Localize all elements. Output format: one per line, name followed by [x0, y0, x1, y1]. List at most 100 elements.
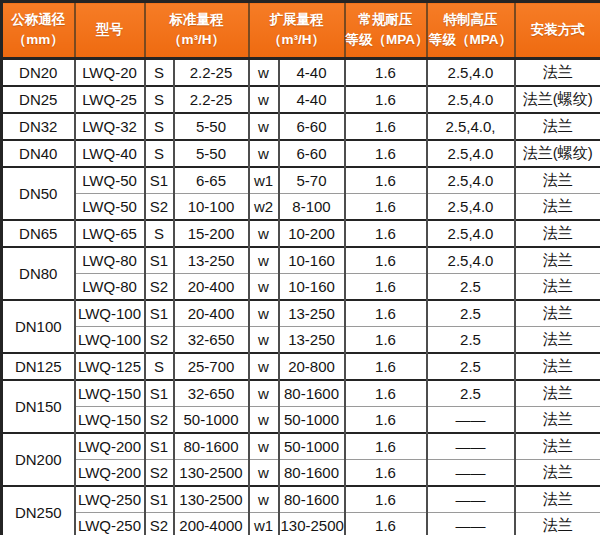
table-row: DN200LWQ-200S180-1600w50-10001.6——法兰 — [2, 433, 600, 460]
installation-cell: 法兰 — [515, 220, 600, 247]
model-cell: LWQ-40 — [75, 140, 145, 167]
extended-range-cell: 130-2500 — [279, 513, 345, 535]
model-cell: LWQ-50 — [75, 167, 145, 194]
header-high-pressure-rating: 特制高压 等级（MPA） — [427, 2, 515, 59]
table-row: LWQ-150S250-1000w50-10001.6——法兰 — [2, 407, 600, 434]
installation-cell: 法兰 — [515, 194, 600, 221]
model-cell: LWQ-100 — [75, 327, 145, 354]
table-row: DN40LWQ-40S5-50w6-601.62.5,4.0法兰(螺纹) — [2, 140, 600, 167]
model-cell: LWQ-250 — [75, 486, 145, 513]
pressure-rating-cell: 1.6 — [345, 59, 427, 87]
high-pressure-rating-cell: 2.5,4.0 — [427, 194, 515, 221]
ext-class-cell: w1 — [249, 513, 279, 535]
nominal-diameter-cell: DN65 — [2, 220, 75, 247]
ext-class-cell: w2 — [249, 194, 279, 221]
model-cell: LWQ-150 — [75, 407, 145, 434]
range-class-cell: S1 — [145, 486, 174, 513]
high-pressure-rating-cell: —— — [427, 460, 515, 487]
pressure-rating-cell: 1.6 — [345, 460, 427, 487]
standard-range-cell: 6-65 — [174, 167, 249, 194]
header-extended-range: 扩展量程 （m³/H） — [249, 2, 345, 59]
installation-cell: 法兰 — [515, 460, 600, 487]
standard-range-cell: 2.2-25 — [174, 59, 249, 87]
standard-range-cell: 32-650 — [174, 380, 249, 407]
pressure-rating-cell: 1.6 — [345, 220, 427, 247]
table-row: DN65LWQ-65S15-200w10-2001.62.5,4.0法兰 — [2, 220, 600, 247]
pressure-rating-cell: 1.6 — [345, 194, 427, 221]
table-row: DN80LWQ-80S113-250w10-1601.62.5,4.0法兰 — [2, 247, 600, 274]
nominal-diameter-cell: DN150 — [2, 380, 75, 433]
high-pressure-rating-cell: 2.5,4.0 — [427, 140, 515, 167]
standard-range-cell: 20-400 — [174, 274, 249, 301]
table-row: LWQ-80S220-400w10-1601.62.5法兰 — [2, 274, 600, 301]
high-pressure-rating-cell: —— — [427, 513, 515, 535]
high-pressure-rating-cell: 2.5,4.0 — [427, 167, 515, 194]
model-cell: LWQ-50 — [75, 194, 145, 221]
table-row: DN125LWQ-125S25-700w20-8001.62.5法兰 — [2, 353, 600, 380]
pressure-rating-cell: 1.6 — [345, 513, 427, 535]
standard-range-cell: 50-1000 — [174, 407, 249, 434]
ext-class-cell: w — [249, 86, 279, 113]
nominal-diameter-cell: DN200 — [2, 433, 75, 486]
installation-cell: 法兰 — [515, 513, 600, 535]
extended-range-cell: 80-1600 — [279, 460, 345, 487]
range-class-cell: S2 — [145, 327, 174, 354]
extended-range-cell: 10-160 — [279, 247, 345, 274]
table-row: LWQ-100S232-650w13-2501.62.5法兰 — [2, 327, 600, 354]
installation-cell: 法兰 — [515, 167, 600, 194]
ext-class-cell: w — [249, 300, 279, 327]
standard-range-cell: 130-2500 — [174, 486, 249, 513]
table-row: LWQ-250S2200-4000w1130-25001.6——法兰 — [2, 513, 600, 535]
model-cell: LWQ-65 — [75, 220, 145, 247]
extended-range-cell: 5-70 — [279, 167, 345, 194]
extended-range-cell: 4-40 — [279, 86, 345, 113]
range-class-cell: S — [145, 59, 174, 87]
pressure-rating-cell: 1.6 — [345, 353, 427, 380]
range-class-cell: S1 — [145, 300, 174, 327]
extended-range-cell: 13-250 — [279, 300, 345, 327]
extended-range-cell: 8-100 — [279, 194, 345, 221]
range-class-cell: S1 — [145, 167, 174, 194]
range-class-cell: S — [145, 140, 174, 167]
installation-cell: 法兰 — [515, 59, 600, 87]
installation-cell: 法兰 — [515, 380, 600, 407]
pressure-rating-cell: 1.6 — [345, 140, 427, 167]
pressure-rating-cell: 1.6 — [345, 433, 427, 460]
range-class-cell: S — [145, 220, 174, 247]
installation-cell: 法兰 — [515, 247, 600, 274]
header-row: 公称通径 （mm） 型号 标准量程 （m³/H） 扩展量程 （m³/H） 常规耐… — [2, 2, 600, 59]
high-pressure-rating-cell: 2.5,4.0, — [427, 113, 515, 140]
ext-class-cell: w — [249, 140, 279, 167]
range-class-cell: S2 — [145, 407, 174, 434]
ext-class-cell: w — [249, 433, 279, 460]
table-row: LWQ-50S210-100w28-1001.62.5,4.0法兰 — [2, 194, 600, 221]
ext-class-cell: w — [249, 220, 279, 247]
high-pressure-rating-cell: —— — [427, 407, 515, 434]
standard-range-cell: 80-1600 — [174, 433, 249, 460]
range-class-cell: S2 — [145, 513, 174, 535]
pressure-rating-cell: 1.6 — [345, 407, 427, 434]
model-cell: LWQ-250 — [75, 513, 145, 535]
ext-class-cell: w1 — [249, 167, 279, 194]
table-row: DN100LWQ-100S120-400w13-2501.62.5法兰 — [2, 300, 600, 327]
header-installation: 安装方式 — [515, 2, 600, 59]
high-pressure-rating-cell: —— — [427, 433, 515, 460]
ext-class-cell: w — [249, 247, 279, 274]
installation-cell: 法兰 — [515, 113, 600, 140]
model-cell: LWQ-100 — [75, 300, 145, 327]
table-row: DN25LWQ-25S2.2-25w4-401.62.5,4.0法兰(螺纹) — [2, 86, 600, 113]
high-pressure-rating-cell: —— — [427, 486, 515, 513]
installation-cell: 法兰 — [515, 433, 600, 460]
ext-class-cell: w — [249, 460, 279, 487]
installation-cell: 法兰(螺纹) — [515, 140, 600, 167]
standard-range-cell: 15-200 — [174, 220, 249, 247]
extended-range-cell: 80-1600 — [279, 380, 345, 407]
nominal-diameter-cell: DN125 — [2, 353, 75, 380]
standard-range-cell: 25-700 — [174, 353, 249, 380]
ext-class-cell: w — [249, 407, 279, 434]
model-cell: LWQ-80 — [75, 247, 145, 274]
range-class-cell: S1 — [145, 247, 174, 274]
header-nominal-diameter: 公称通径 （mm） — [2, 2, 75, 59]
high-pressure-rating-cell: 2.5 — [427, 274, 515, 301]
range-class-cell: S1 — [145, 380, 174, 407]
